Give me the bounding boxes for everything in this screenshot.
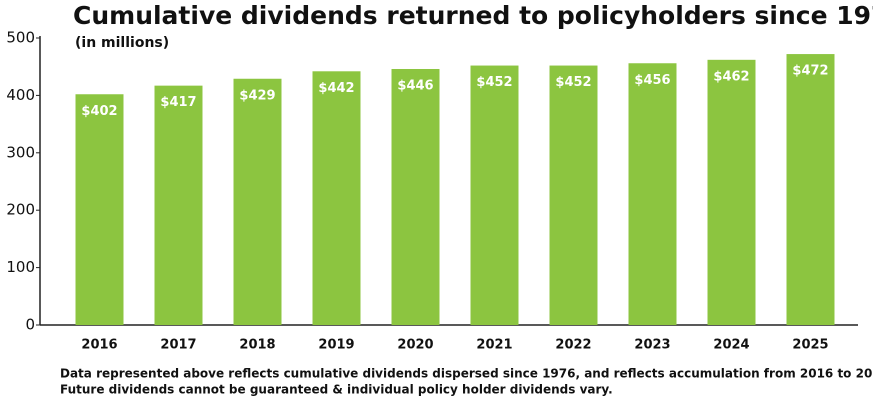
x-tick-label: 2024 [713, 338, 749, 353]
value-label: $402 [81, 104, 117, 119]
value-label: $452 [555, 75, 591, 90]
bar [628, 63, 677, 325]
chart-subtitle: (in millions) [75, 35, 169, 51]
value-label: $462 [713, 69, 749, 84]
x-tick-label: 2022 [555, 338, 591, 353]
bar [786, 54, 835, 326]
bar [233, 78, 282, 325]
y-tick-label: 400 [6, 86, 35, 104]
bar [75, 94, 124, 325]
chart-title: Cumulative dividends returned to policyh… [73, 1, 873, 30]
bar [154, 85, 203, 325]
y-tick-label: 500 [6, 29, 35, 47]
y-tick-label: 0 [25, 316, 35, 334]
bar [470, 65, 519, 325]
x-tick-label: 2019 [318, 338, 354, 353]
bar [707, 59, 756, 325]
x-tick-label: 2017 [160, 338, 196, 353]
value-label: $456 [634, 73, 670, 88]
x-tick-label: 2025 [792, 338, 828, 353]
value-label: $472 [792, 64, 828, 79]
x-tick-label: 2018 [239, 338, 275, 353]
x-tick-label: 2021 [476, 338, 512, 353]
x-tick-label: 2023 [634, 338, 670, 353]
footnote: Future dividends cannot be guaranteed & … [60, 383, 613, 397]
bar [312, 71, 361, 326]
x-tick-label: 2016 [81, 338, 117, 353]
value-label: $446 [397, 78, 433, 93]
y-tick-label: 100 [6, 258, 35, 276]
footnote: Data represented above reflects cumulati… [60, 367, 873, 381]
y-tick-label: 200 [6, 201, 35, 219]
bar [391, 68, 440, 325]
y-tick-label: 300 [6, 143, 35, 161]
value-label: $417 [160, 95, 196, 110]
bar [549, 65, 598, 325]
value-label: $452 [476, 75, 512, 90]
x-tick-label: 2020 [397, 338, 433, 353]
value-label: $442 [318, 81, 354, 96]
value-label: $429 [239, 88, 275, 103]
